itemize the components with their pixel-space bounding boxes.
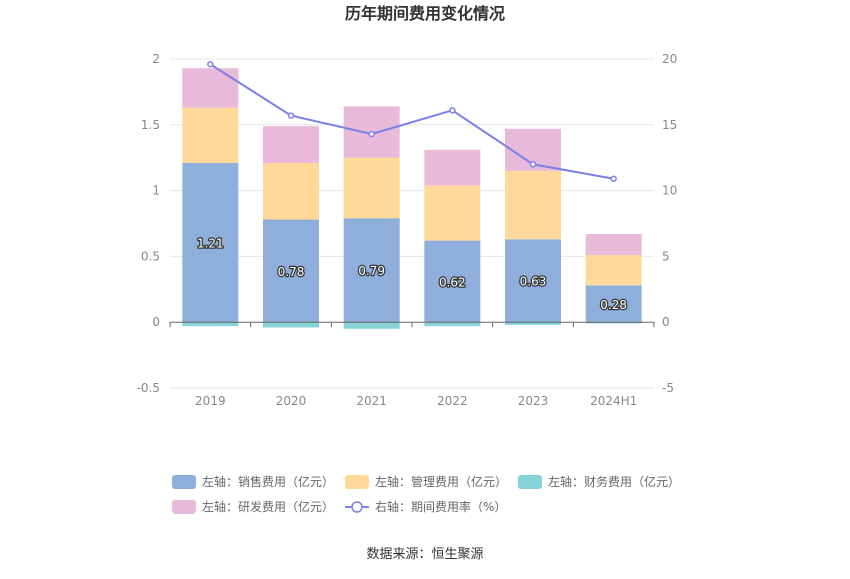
- data-label: 0.62: [439, 275, 466, 289]
- y-right-tick-label: 10: [662, 184, 677, 198]
- y-right-tick-label: 5: [662, 249, 670, 263]
- y-right-tick-label: 15: [662, 118, 677, 132]
- x-tick-label: 2024H1: [590, 394, 637, 408]
- bar-series1-2022: [424, 185, 481, 241]
- legend-swatch-series3: [172, 500, 196, 514]
- bar-series3-2024H1: [585, 234, 642, 256]
- bars-layer: [182, 68, 642, 329]
- x-tick-label: 2022: [437, 394, 468, 408]
- legend-label: 右轴：期间费用率（%）: [375, 499, 506, 514]
- rate-point-2021: [368, 130, 375, 138]
- bar-series3-2020: [263, 126, 319, 163]
- legend-line-marker: [351, 501, 363, 513]
- bar-series2-2023: [505, 322, 561, 325]
- x-tick-label: 2020: [276, 394, 307, 408]
- bar-series0-2020: [263, 219, 319, 323]
- y-left-tick-label: 0: [152, 315, 160, 329]
- y-right-tick-label: 0: [662, 315, 670, 329]
- chart-title: 历年期间费用变化情况: [345, 4, 505, 23]
- y-left-tick-label: -0.5: [137, 381, 160, 395]
- bar-series1-2020: [263, 162, 319, 220]
- legend-swatch-series2: [518, 475, 542, 489]
- bar-series0-2023: [505, 239, 561, 323]
- legend-label: 左轴：管理费用（亿元）: [375, 474, 507, 489]
- legend-label: 左轴：研发费用（亿元）: [202, 499, 334, 514]
- bar-series0-2022: [424, 240, 481, 323]
- data-label: 0.28: [600, 298, 627, 312]
- rate-line-layer: [207, 61, 617, 183]
- legend-swatch-series1: [345, 475, 369, 489]
- y-left-tick-label: 2: [152, 52, 160, 66]
- bar-series1-2024H1: [585, 255, 642, 286]
- bar-series3-2022: [424, 149, 481, 186]
- bar-series2-2020: [263, 322, 319, 328]
- data-label: 0.78: [278, 265, 305, 279]
- y-left-tick-label: 1: [152, 184, 160, 198]
- legend: 左轴：销售费用（亿元） 左轴：管理费用（亿元） 左轴：财务费用（亿元） 左轴：研发费用…: [172, 474, 680, 514]
- x-tick-label: 2019: [195, 394, 226, 408]
- data-label: 1.21: [197, 237, 224, 251]
- rate-point-2020: [287, 112, 295, 119]
- legend-label: 左轴：财务费用（亿元）: [548, 474, 680, 489]
- bar-series0-2024H1: [585, 285, 642, 323]
- data-label: 0.79: [358, 264, 385, 278]
- rate-point-2022: [449, 107, 456, 114]
- grid-lines: [170, 58, 654, 389]
- bar-series2-2022: [424, 322, 481, 327]
- bar-series1-2021: [343, 157, 400, 219]
- bar-series2-2024H1: [585, 322, 642, 324]
- y-left-tick-label: 0.5: [141, 249, 160, 263]
- axes: -0.5 0 0.5 1 1.5 2 -5 0 5 10 15 20 2019 2020 2021 2022 2…: [137, 52, 678, 408]
- bar-series0-2019: [182, 162, 239, 323]
- legend-swatch-series0: [172, 475, 196, 489]
- bar-series2-2021: [343, 322, 400, 329]
- y-left-tick-label: 1.5: [141, 118, 160, 132]
- bar-series2-2019: [182, 322, 239, 327]
- rate-point-2024H1: [610, 175, 617, 183]
- data-labels: 1.21 0.78 0.79 0.62 0.63 0.28: [196, 235, 629, 313]
- bar-series3-2019: [182, 68, 239, 108]
- y-right-tick-label: -5: [662, 381, 674, 395]
- x-tick-label: 2021: [356, 394, 387, 408]
- x-tick-label: 2023: [518, 394, 549, 408]
- bar-series0-2021: [343, 218, 400, 323]
- data-label: 0.63: [520, 275, 547, 289]
- source-note: 数据来源：恒生聚源: [366, 547, 483, 562]
- bar-series1-2019: [182, 107, 239, 163]
- y-right-tick-label: 20: [662, 52, 677, 66]
- bar-series1-2023: [505, 170, 561, 240]
- legend-label: 左轴：销售费用（亿元）: [202, 474, 334, 489]
- rate-line: [209, 63, 614, 180]
- rate-point-2023: [529, 161, 537, 168]
- rate-point-2019: [207, 61, 214, 68]
